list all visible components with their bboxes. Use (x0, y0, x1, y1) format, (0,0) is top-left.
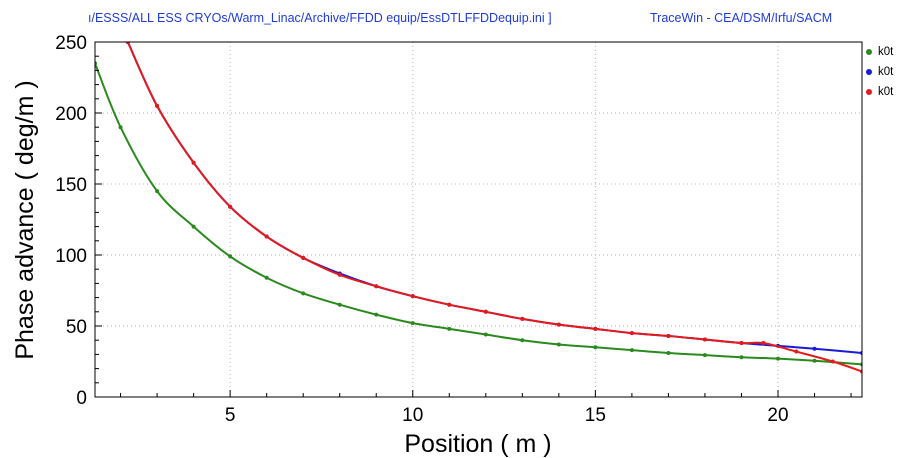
data-point (520, 338, 525, 343)
file-path-label: ı/ESSS/ALL ESS CRYOs/Warm_Linac/Archive/… (88, 11, 552, 25)
data-point (702, 353, 707, 358)
data-point (483, 332, 488, 337)
data-point (374, 284, 379, 289)
legend-marker (866, 89, 872, 95)
y-tick-label: 150 (55, 175, 87, 196)
data-point (666, 333, 671, 338)
data-point (301, 255, 306, 260)
x-tick-label: 5 (225, 405, 236, 426)
x-tick-label: 10 (402, 405, 423, 426)
data-point (228, 204, 233, 209)
data-point (775, 356, 780, 361)
plot-frame (94, 41, 863, 398)
data-point (155, 189, 160, 194)
data-point (761, 341, 766, 346)
data-point (118, 125, 123, 130)
data-point (812, 346, 817, 351)
data-point (191, 160, 196, 165)
data-point (228, 254, 233, 259)
series-0 (95, 61, 862, 367)
series-line (126, 42, 862, 373)
data-point (483, 309, 488, 314)
data-point (337, 272, 342, 277)
data-point (410, 321, 415, 326)
data-point (556, 342, 561, 347)
data-point (264, 275, 269, 280)
x-tick-label: 15 (585, 405, 606, 426)
series-line (95, 62, 862, 366)
data-point (629, 348, 634, 353)
legend-item: k0t (866, 42, 899, 62)
y-tick-label: 200 (55, 104, 87, 125)
data-point (264, 234, 269, 239)
data-point (593, 326, 598, 331)
legend: k0t k0t k0t (866, 42, 899, 102)
data-point (301, 291, 306, 296)
data-point (337, 302, 342, 307)
data-point (410, 294, 415, 299)
series-layer (95, 42, 862, 374)
legend-label: k0t (878, 86, 894, 98)
data-point (794, 349, 799, 354)
legend-label: k0t (878, 46, 894, 58)
data-point (593, 345, 598, 350)
x-tick-label: 20 (767, 405, 788, 426)
data-point (520, 316, 525, 321)
x-axis-title: Position ( m ) (404, 430, 551, 458)
data-point (702, 337, 707, 342)
data-point (812, 358, 817, 363)
y-tick-label: 100 (55, 246, 87, 267)
legend-item: k0t (866, 82, 899, 102)
data-point (556, 322, 561, 327)
plot-area (95, 42, 862, 397)
data-point (666, 350, 671, 355)
data-point (739, 341, 744, 346)
data-point (155, 103, 160, 108)
data-point (191, 224, 196, 229)
series-2 (125, 42, 862, 374)
legend-label: k0t (878, 66, 894, 78)
y-tick-label: 0 (76, 388, 87, 409)
legend-item: k0t (866, 62, 899, 82)
data-point (739, 355, 744, 360)
data-point (374, 312, 379, 317)
legend-marker (866, 69, 872, 75)
data-point (830, 359, 835, 364)
app-title-label: TraceWin - CEA/DSM/Irfu/SACM (650, 11, 833, 25)
data-point (629, 331, 634, 336)
y-tick-label: 250 (55, 33, 87, 54)
data-point (447, 302, 452, 307)
y-axis-title: Phase advance ( deg/m ) (11, 80, 39, 359)
y-tick-label: 50 (66, 317, 87, 338)
data-point (447, 326, 452, 331)
legend-marker (866, 49, 872, 55)
